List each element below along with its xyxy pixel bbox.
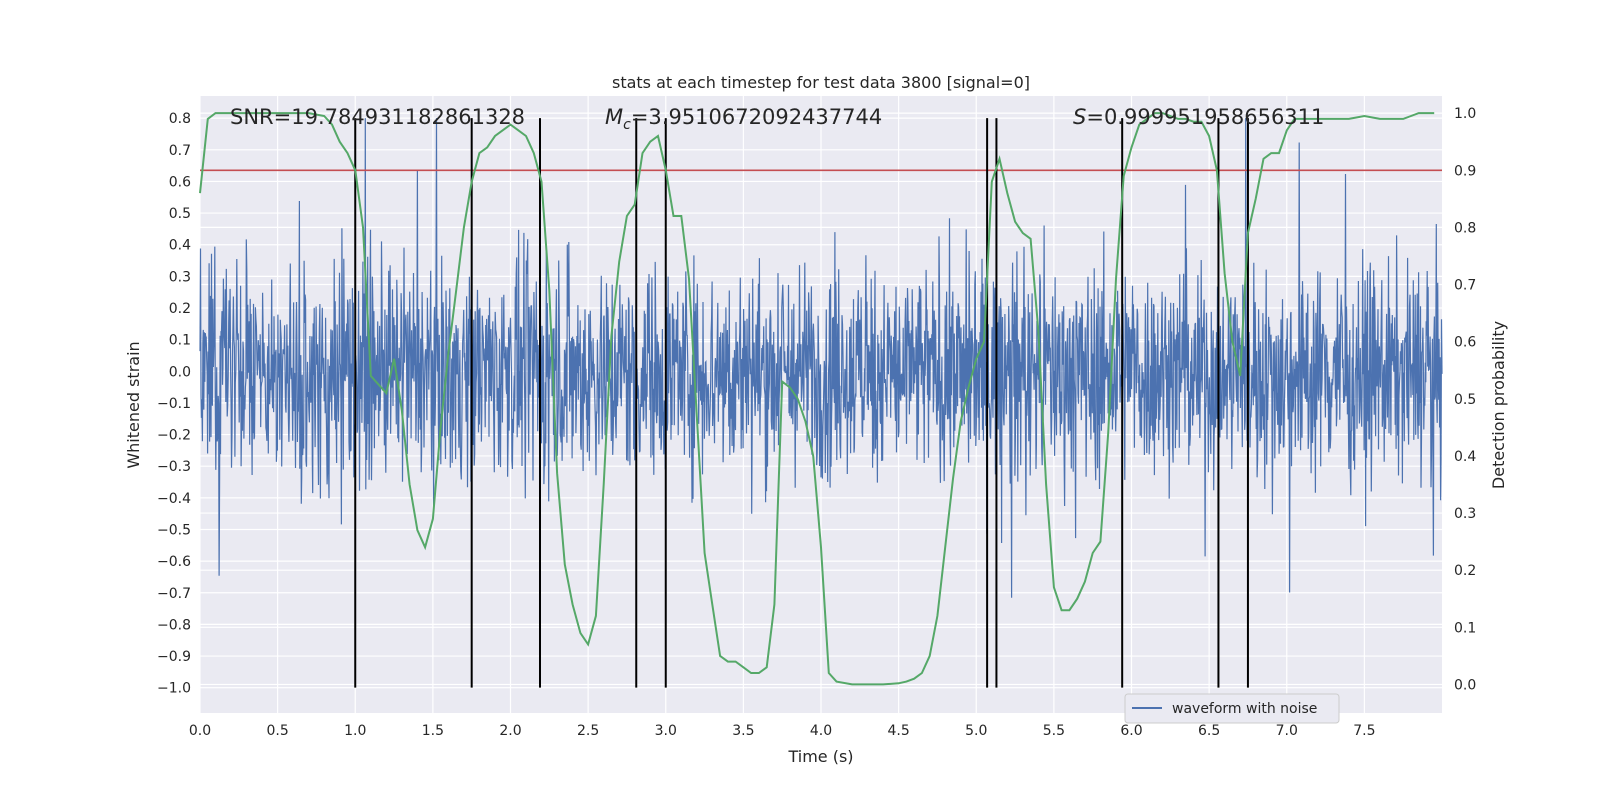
chirp-mass-value: =3.9510672092437744 (631, 105, 882, 129)
y-left-tick-label: −1.0 (157, 681, 191, 697)
probability-line (199, 112, 1435, 686)
y-left-tick-label: 0.5 (169, 206, 191, 222)
y-right-tick-label: 0.6 (1454, 335, 1476, 351)
x-tick-label: 6.0 (1120, 723, 1142, 739)
snr-annotation: SNR=19.784931182861328 (230, 105, 525, 129)
y-right-tick-label: 0.0 (1454, 677, 1476, 693)
x-tick-label: 5.0 (965, 723, 987, 739)
chirp-mass-annotation: Mc=3.9510672092437744 (605, 105, 882, 133)
x-tick-label: 2.0 (499, 723, 521, 739)
y-right-tick-label: 0.3 (1454, 506, 1476, 522)
y-left-tick-label: −0.3 (157, 459, 191, 475)
y-left-tick-label: 0.8 (169, 111, 191, 127)
x-tick-label: 5.5 (1043, 723, 1065, 739)
y-left-tick-label: −0.9 (157, 649, 191, 665)
y-left-tick-label: 0.2 (169, 301, 191, 317)
chirp-mass-symbol: M (605, 105, 623, 129)
y-left-axis-label: Whitened strain (124, 341, 143, 468)
chirp-mass-subscript: c (623, 117, 631, 133)
y-right-tick-label: 0.8 (1454, 220, 1476, 236)
y-left-tick-label: −0.4 (157, 491, 191, 507)
significance-value: =0.999951958656311 (1086, 105, 1324, 129)
vertical-lines (354, 118, 1249, 688)
x-tick-label: 7.5 (1353, 723, 1375, 739)
x-tick-label: 3.0 (655, 723, 677, 739)
y-right-tick-label: 0.2 (1454, 563, 1476, 579)
chart-title: stats at each timestep for test data 380… (612, 73, 1030, 92)
y-left-tick-labels: 0.8 0.7 0.6 0.5 0.4 0.3 0.2 0.1 0.0 −0.1 −0.2 −0.3 −… (157, 111, 191, 697)
x-tick-label: 3.5 (732, 723, 754, 739)
y-right-tick-label: 0.7 (1454, 278, 1476, 294)
y-left-tick-label: −0.8 (157, 617, 191, 633)
x-tick-label: 2.5 (577, 723, 599, 739)
y-left-tick-label: 0.6 (169, 174, 191, 190)
x-tick-labels: 0.0 0.5 1.0 1.5 2.0 2.5 3.0 3.5 4.0 4.5 5.0 5.5 6.0 6… (189, 723, 1376, 739)
x-tick-label: 6.5 (1198, 723, 1220, 739)
y-left-tick-label: −0.2 (157, 428, 191, 444)
y-left-tick-label: 0.1 (169, 333, 191, 349)
significance-annotation: S=0.999951958656311 (1073, 105, 1324, 129)
waveform-series (199, 118, 1443, 598)
y-left-tick-label: −0.7 (157, 586, 191, 602)
legend-label: waveform with noise (1172, 701, 1317, 717)
y-left-tick-label: 0.0 (169, 364, 191, 380)
legend-box (1124, 693, 1340, 724)
y-left-tick-label: −0.1 (157, 396, 191, 412)
y-right-tick-label: 0.4 (1454, 449, 1476, 465)
x-tick-label: 7.0 (1276, 723, 1298, 739)
x-tick-label: 0.5 (266, 723, 288, 739)
y-right-tick-label: 0.5 (1454, 392, 1476, 408)
x-tick-label: 0.0 (189, 723, 211, 739)
y-left-tick-label: −0.5 (157, 522, 191, 538)
y-right-axis-label: Detection probability (1489, 321, 1508, 489)
y-right-tick-label: 0.1 (1454, 620, 1476, 636)
x-tick-label: 4.5 (887, 723, 909, 739)
legend: waveform with noise (1124, 693, 1340, 724)
x-tick-label: 1.5 (422, 723, 444, 739)
y-left-tick-label: −0.6 (157, 554, 191, 570)
y-left-tick-label: 0.7 (169, 143, 191, 159)
y-right-tick-label: 0.9 (1454, 163, 1476, 179)
x-axis-label: Time (s) (787, 747, 853, 766)
y-right-tick-label: 1.0 (1454, 106, 1476, 122)
x-tick-label: 1.0 (344, 723, 366, 739)
y-left-tick-label: 0.3 (169, 269, 191, 285)
significance-symbol: S (1073, 105, 1086, 129)
waveform-trace (199, 118, 1443, 598)
x-tick-label: 4.0 (810, 723, 832, 739)
y-left-tick-label: 0.4 (169, 238, 191, 254)
y-right-tick-labels: 1.0 0.9 0.8 0.7 0.6 0.5 0.4 0.3 0.2 0.1 0.0 (1454, 106, 1476, 693)
